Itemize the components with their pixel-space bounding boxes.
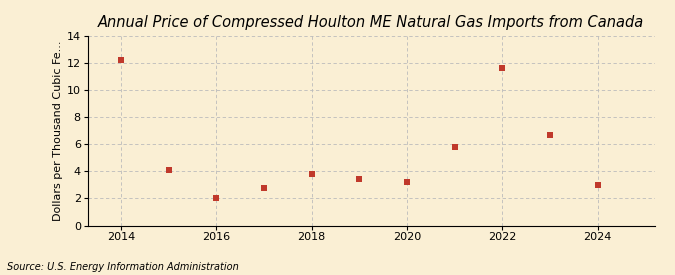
Text: Source: U.S. Energy Information Administration: Source: U.S. Energy Information Administ… bbox=[7, 262, 238, 272]
Point bbox=[115, 58, 126, 62]
Point bbox=[545, 133, 556, 137]
Point bbox=[163, 168, 174, 172]
Point bbox=[306, 172, 317, 176]
Point bbox=[592, 183, 603, 187]
Point bbox=[354, 177, 364, 182]
Y-axis label: Dollars per Thousand Cubic Fe...: Dollars per Thousand Cubic Fe... bbox=[53, 40, 63, 221]
Point bbox=[402, 180, 412, 184]
Point bbox=[259, 185, 269, 190]
Title: Annual Price of Compressed Houlton ME Natural Gas Imports from Canada: Annual Price of Compressed Houlton ME Na… bbox=[98, 15, 645, 31]
Point bbox=[211, 196, 222, 200]
Point bbox=[450, 145, 460, 149]
Point bbox=[497, 66, 508, 70]
